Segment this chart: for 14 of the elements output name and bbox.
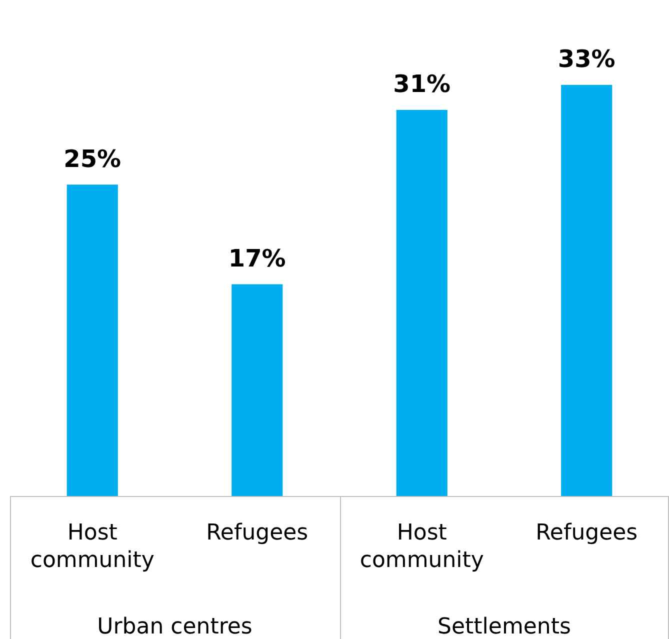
bar — [396, 110, 448, 496]
data-label: 25% — [64, 144, 122, 173]
text: Settlements — [438, 614, 571, 639]
x-tick-label: Host community — [30, 520, 154, 573]
bar — [232, 284, 283, 496]
data-label: 31% — [393, 70, 451, 98]
x-tick-label: Refugees — [206, 520, 308, 546]
x-tick-label: Host community — [360, 520, 484, 573]
data-label: 33% — [558, 45, 616, 74]
text: Urban centres — [97, 614, 252, 639]
data-label: 17% — [228, 244, 286, 272]
x-tick-label: Refugees — [536, 520, 638, 546]
bar — [66, 184, 118, 496]
bar — [561, 84, 612, 496]
